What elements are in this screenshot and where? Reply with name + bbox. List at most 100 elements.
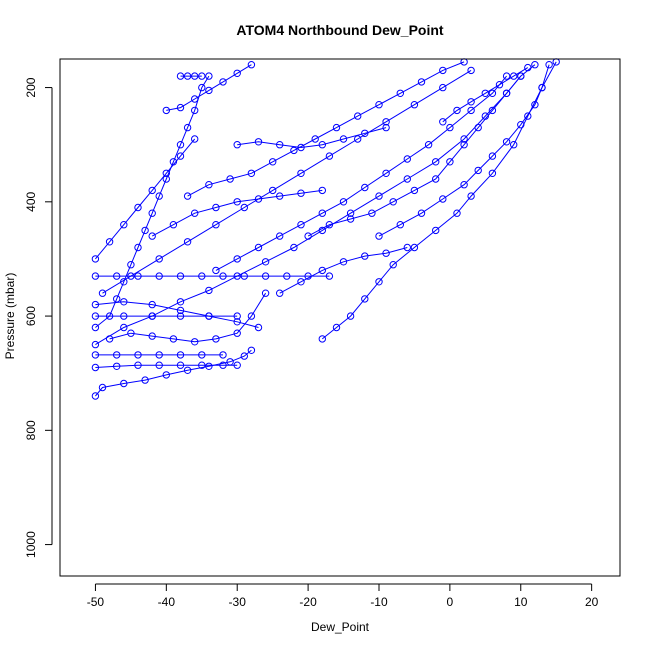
data-point [467, 192, 475, 200]
data-point [148, 332, 156, 340]
data-point [183, 238, 192, 246]
data-point [169, 335, 178, 343]
data-point [198, 272, 206, 280]
data-point [141, 226, 149, 235]
data-point [396, 89, 404, 98]
series-line [378, 61, 557, 237]
data-point [254, 138, 263, 146]
data-point [417, 78, 426, 86]
data-point [233, 141, 241, 149]
data-point [488, 89, 497, 98]
series-line [442, 67, 529, 123]
data-point [134, 203, 142, 212]
data-point [134, 243, 142, 252]
data-point [382, 169, 390, 178]
data-point [91, 323, 100, 332]
data-point [410, 101, 419, 109]
x-tick-label: 10 [514, 595, 528, 609]
data-point [148, 312, 156, 320]
data-point [240, 352, 249, 360]
x-tick-label: -20 [299, 595, 317, 609]
data-point [439, 195, 447, 203]
data-point [389, 261, 397, 269]
data-point [382, 249, 390, 257]
x-tick-label: -10 [370, 595, 388, 609]
y-tick-label: 600 [24, 306, 38, 326]
data-point [176, 298, 185, 306]
data-point [205, 362, 213, 370]
x-tick-label: 0 [447, 595, 454, 609]
data-point [240, 203, 249, 212]
data-point [290, 146, 298, 155]
series-line [95, 349, 252, 397]
data-point [162, 371, 171, 379]
data-point [240, 272, 249, 280]
series-line [95, 75, 522, 346]
data-point [488, 152, 497, 160]
y-tick-label: 800 [24, 420, 38, 440]
data-point [531, 60, 539, 69]
data-point [276, 289, 284, 297]
series [91, 312, 241, 320]
data-point [191, 72, 199, 80]
data-point [127, 329, 135, 337]
data-point [460, 141, 468, 149]
data-point [148, 209, 156, 217]
data-point [325, 221, 334, 229]
data-point [481, 89, 489, 98]
data-point [198, 351, 206, 359]
data-point [446, 158, 454, 166]
series [91, 135, 199, 263]
data-point [502, 138, 511, 146]
series-line [151, 189, 323, 237]
plot-frame [59, 58, 621, 577]
data-point [233, 361, 241, 369]
data-point [198, 72, 206, 80]
data-point [162, 169, 171, 178]
series [148, 186, 326, 240]
data-point [467, 66, 475, 75]
data-point [155, 255, 163, 263]
data-point [545, 60, 553, 69]
data-point [233, 312, 241, 320]
data-point [432, 175, 440, 183]
data-point [276, 192, 284, 200]
data-point [354, 135, 362, 143]
series [233, 123, 390, 152]
data-point [205, 86, 213, 95]
data-point [510, 141, 518, 149]
data-point [524, 112, 532, 120]
x-axis: -50 -40 -30 -20 -10 0 10 20 [87, 583, 599, 609]
data-point [261, 272, 270, 280]
data-point [261, 289, 270, 297]
data-point [318, 141, 326, 149]
data-point [219, 351, 227, 359]
data-point [198, 361, 206, 369]
series [176, 72, 206, 80]
data-point [276, 141, 284, 149]
data-point [403, 155, 411, 163]
data-point [410, 186, 419, 195]
series-line [279, 247, 408, 294]
data-point [205, 286, 213, 295]
data-point [191, 95, 199, 103]
data-point [346, 215, 355, 223]
y-tick-label: 1000 [24, 531, 38, 558]
data-point [361, 295, 369, 303]
data-point [247, 312, 256, 320]
data-point [91, 255, 100, 263]
data-point [113, 272, 121, 280]
data-point [176, 351, 185, 359]
data-point [361, 183, 369, 192]
data-point [176, 272, 185, 280]
data-point [176, 72, 185, 80]
x-axis-label: Dew_Point [311, 620, 370, 634]
data-point [446, 123, 454, 132]
data-point [148, 300, 156, 309]
data-point [439, 66, 447, 75]
data-point [297, 221, 305, 229]
data-point [502, 72, 511, 80]
data-point [382, 118, 390, 126]
data-point [361, 129, 369, 138]
data-point [233, 198, 241, 206]
